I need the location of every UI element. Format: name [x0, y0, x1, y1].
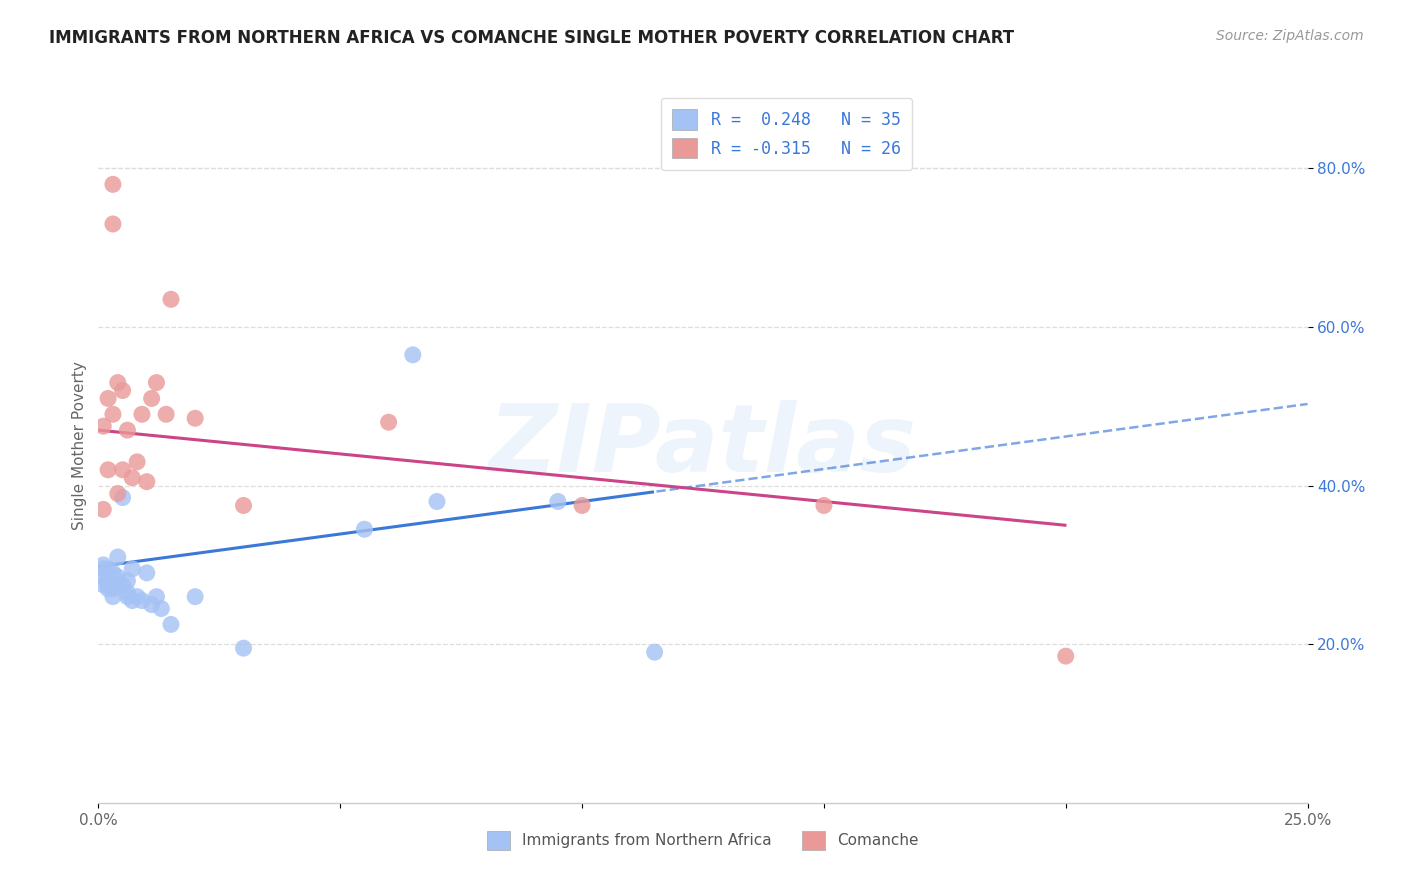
Point [111, 463, 134, 477]
Point [571, 499, 593, 513]
Point [91, 562, 114, 576]
Point [101, 566, 124, 580]
Point [135, 475, 157, 489]
Point [111, 491, 134, 505]
Point [160, 293, 183, 307]
Text: Source: ZipAtlas.com: Source: ZipAtlas.com [1216, 29, 1364, 44]
Point [644, 645, 666, 659]
Point [131, 593, 153, 607]
Point [117, 590, 139, 604]
Point [97, 463, 120, 477]
Point [91, 419, 114, 434]
Point [121, 562, 143, 576]
Point [135, 566, 157, 580]
Point [97, 574, 120, 588]
Point [97, 562, 120, 576]
Point [117, 574, 139, 588]
Point [155, 407, 177, 421]
Point [121, 471, 143, 485]
Point [107, 570, 129, 584]
Point [107, 486, 129, 500]
Point [111, 578, 134, 592]
Point [97, 582, 120, 596]
Point [141, 598, 163, 612]
Point [101, 407, 124, 421]
Point [101, 590, 124, 604]
Point [101, 217, 124, 231]
Point [141, 392, 163, 406]
Point [1054, 649, 1077, 664]
Point [91, 558, 114, 572]
Point [91, 570, 114, 584]
Point [127, 590, 149, 604]
Point [107, 578, 129, 592]
Point [184, 411, 207, 425]
Point [121, 593, 143, 607]
Point [107, 376, 129, 390]
Point [111, 384, 134, 398]
Point [97, 578, 120, 592]
Point [160, 617, 183, 632]
Point [402, 348, 425, 362]
Text: IMMIGRANTS FROM NORTHERN AFRICA VS COMANCHE SINGLE MOTHER POVERTY CORRELATION CH: IMMIGRANTS FROM NORTHERN AFRICA VS COMAN… [49, 29, 1014, 47]
Point [145, 376, 167, 390]
Point [91, 578, 114, 592]
Point [353, 522, 375, 536]
Point [145, 590, 167, 604]
Text: ZIPatlas: ZIPatlas [489, 400, 917, 492]
Point [232, 499, 254, 513]
Point [377, 415, 399, 429]
Point [127, 455, 149, 469]
Point [117, 423, 139, 437]
Point [117, 585, 139, 599]
Point [813, 499, 835, 513]
Point [150, 601, 173, 615]
Point [97, 392, 120, 406]
Y-axis label: Single Mother Poverty: Single Mother Poverty [72, 361, 87, 531]
Point [232, 641, 254, 656]
Point [426, 494, 449, 508]
Legend: Immigrants from Northern Africa, Comanche: Immigrants from Northern Africa, Comanch… [481, 825, 925, 855]
Point [101, 178, 124, 192]
Point [131, 407, 153, 421]
Point [107, 549, 129, 564]
Point [101, 582, 124, 596]
Point [91, 502, 114, 516]
Point [184, 590, 207, 604]
Point [547, 494, 569, 508]
